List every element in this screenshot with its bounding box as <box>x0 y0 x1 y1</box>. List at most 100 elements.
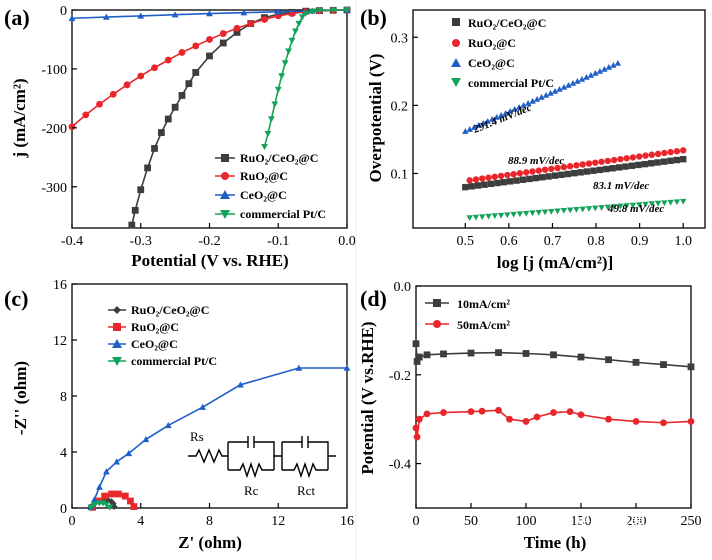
data-point-c-2 <box>237 381 244 388</box>
legend-label-c-3: commercial Pt/C <box>131 354 217 368</box>
data-point-a-1 <box>206 36 213 43</box>
data-point-a-3 <box>343 7 351 14</box>
data-point-b-2 <box>480 120 487 126</box>
data-point-d-1 <box>605 415 612 423</box>
data-point-b-2 <box>524 100 532 106</box>
x-tick-label-a: -0.4 <box>61 234 83 249</box>
data-point-c-2 <box>90 496 98 503</box>
data-point-b-3 <box>642 201 649 208</box>
data-point-c-3 <box>102 501 110 508</box>
data-point-a-0 <box>157 129 165 136</box>
data-point-a-1 <box>192 42 200 50</box>
data-point-b-3 <box>610 204 618 210</box>
data-point-d-1 <box>506 415 513 423</box>
data-point-a-1 <box>82 111 90 119</box>
data-point-b-2 <box>605 63 613 70</box>
x-tick-label-a: -0.3 <box>130 234 152 249</box>
data-point-d-0 <box>440 350 447 358</box>
data-point-d-1 <box>495 406 502 414</box>
x-tick-label-d: 150 <box>571 514 592 529</box>
data-point-b-1 <box>466 177 473 184</box>
data-point-c-3 <box>106 504 114 511</box>
data-point-b-1 <box>636 153 643 160</box>
data-point-b-2 <box>466 126 473 132</box>
y-tick-label-a: -200 <box>41 122 67 137</box>
data-point-b-1 <box>667 148 674 156</box>
data-point-b-2 <box>475 122 482 128</box>
circuit-rc-cpe <box>227 436 282 479</box>
data-point-b-0 <box>532 174 539 182</box>
circuit-rs-resistor <box>188 448 228 464</box>
data-point-b-0 <box>545 173 552 180</box>
data-point-a-1 <box>247 20 255 27</box>
data-point-d-1 <box>522 418 530 425</box>
data-point-a-1 <box>96 100 103 108</box>
legend-marker-b-0 <box>452 18 460 26</box>
data-point-b-0 <box>583 168 591 175</box>
data-point-b-2 <box>574 77 581 84</box>
data-point-a-3 <box>309 8 317 15</box>
data-point-d-0 <box>415 353 423 361</box>
y-tick-label-c: 4 <box>60 446 67 461</box>
x-axis-label-a: Potential (V vs. RHE) <box>131 251 288 270</box>
data-point-b-3 <box>673 199 681 206</box>
data-point-c-1 <box>130 503 138 510</box>
data-point-b-1 <box>554 164 561 172</box>
data-point-a-2 <box>206 10 213 17</box>
x-axis-label-d: Time (h) <box>524 533 587 552</box>
y-tick-label-d: -0.2 <box>389 369 411 384</box>
panel-c: (c) 0 4 8 12 16 0 4 8 12 16 Z' (ohm) -Z'' (ohm) R… <box>4 278 354 552</box>
data-point-b-1 <box>673 148 681 155</box>
data-point-b-0 <box>571 169 578 177</box>
data-point-d-0 <box>412 340 420 348</box>
slope-annotation-ruo2-ceo2: 83.1 mV/dec <box>593 180 649 192</box>
data-point-b-1 <box>617 155 624 163</box>
data-point-b-0 <box>622 163 629 170</box>
panel-d-letter: (d) <box>360 286 387 311</box>
data-point-b-2 <box>489 116 496 122</box>
data-point-b-0 <box>506 178 514 185</box>
data-point-d-1 <box>533 413 541 421</box>
data-point-b-2 <box>506 108 514 114</box>
data-point-b-0 <box>481 181 488 188</box>
data-point-b-3 <box>661 200 668 207</box>
data-point-b-3 <box>548 208 555 215</box>
legend-d: 10mA/cm² 50mA/cm² <box>425 297 510 332</box>
data-point-b-3 <box>485 213 492 220</box>
data-point-a-1 <box>123 81 131 89</box>
data-point-b-2 <box>556 85 563 92</box>
data-point-b-3 <box>535 209 542 216</box>
data-point-a-1 <box>219 30 227 37</box>
legend-label-a-3: commercial Pt/C <box>240 207 326 221</box>
data-point-b-0 <box>660 158 668 165</box>
x-tick-label-c: 4 <box>137 514 144 529</box>
data-point-d-1 <box>632 418 640 425</box>
data-point-b-3 <box>554 208 561 215</box>
data-point-b-1 <box>560 163 568 171</box>
data-point-c-2 <box>164 422 172 429</box>
data-point-b-1 <box>610 156 618 164</box>
data-point-a-0 <box>178 92 186 99</box>
data-point-b-1 <box>661 149 668 157</box>
data-point-b-0 <box>590 167 597 174</box>
y-tick-label-a: -100 <box>41 63 67 78</box>
data-point-b-2 <box>533 96 541 102</box>
legend-marker-a-0 <box>221 154 229 162</box>
y-axis-label-a: j (mA/cm²) <box>10 78 29 158</box>
data-point-d-1 <box>577 411 585 419</box>
circuit-label-rc: Rc <box>244 483 259 498</box>
data-point-b-2 <box>542 91 550 98</box>
data-point-b-2 <box>484 118 491 124</box>
x-tick-label-b: 0.7 <box>544 234 562 249</box>
data-point-b-3 <box>522 210 530 217</box>
data-point-b-3 <box>491 213 498 220</box>
data-point-b-0 <box>564 170 572 178</box>
x-tick-label-d: 200 <box>626 514 647 529</box>
data-point-b-2 <box>592 69 599 76</box>
data-point-a-0 <box>171 103 179 111</box>
data-point-d-0 <box>660 361 667 368</box>
data-point-a-2 <box>274 8 282 15</box>
data-point-a-0 <box>164 115 172 123</box>
circuit-label-rct: Rct <box>297 483 315 498</box>
